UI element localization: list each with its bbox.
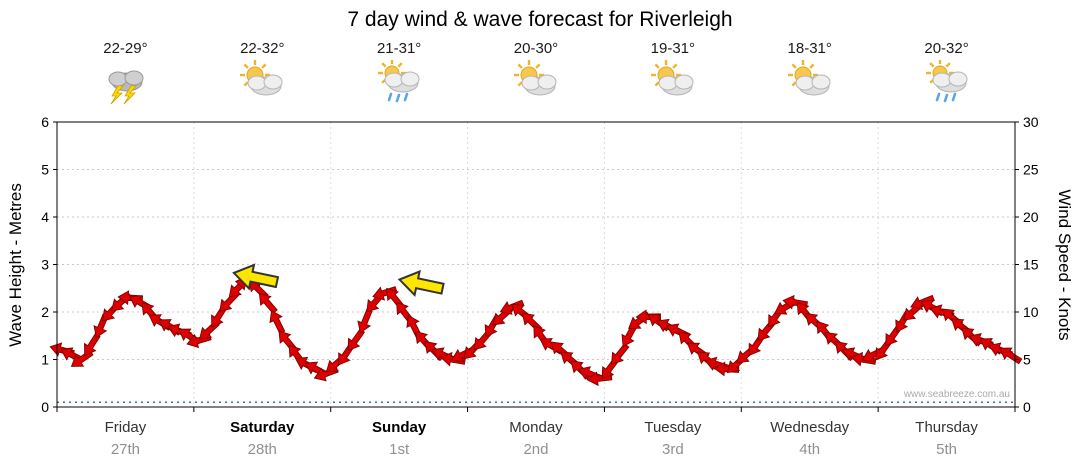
y-axis-left-tick: 4 — [41, 209, 49, 225]
partly-cloudy-weather-icon — [240, 60, 283, 96]
day-label: Monday 2nd — [468, 419, 605, 458]
y-axis-right-tick: 10 — [1023, 304, 1039, 320]
wind-arrow-marker — [999, 347, 1023, 365]
partly-cloudy-weather-icon — [513, 60, 557, 96]
weather-icon-slot — [375, 59, 423, 104]
day-name: Wednesday — [770, 419, 850, 436]
weather-icon-slot — [512, 60, 560, 104]
day-name: Friday — [104, 419, 147, 436]
day-temperature-range: 19-31° — [650, 40, 696, 57]
day-header: 20-32° — [878, 40, 1015, 109]
day-date: 28th — [247, 441, 277, 458]
weather-icon-slot — [101, 60, 149, 105]
day-temperature-range: 20-32° — [924, 40, 969, 57]
y-axis-right-tick: 5 — [1023, 352, 1031, 368]
day-date: 2nd — [523, 441, 549, 458]
y-axis-left-tick: 5 — [41, 162, 49, 178]
day-header: 22-29° — [57, 40, 194, 109]
day-date: 1st — [389, 441, 410, 458]
weather-icon-slot — [649, 60, 697, 104]
day-name: Tuesday — [644, 419, 702, 436]
yellow-arrow-annotation — [397, 269, 445, 298]
day-header: 19-31° — [604, 40, 741, 109]
day-temperature-range: 18-31° — [787, 40, 832, 57]
showers-weather-icon — [378, 59, 420, 103]
y-axis-right-tick: 15 — [1023, 257, 1039, 273]
day-header: 18-31° — [741, 40, 878, 109]
y-axis-left-tick: 0 — [41, 399, 49, 415]
day-header: 22-32° — [194, 40, 331, 109]
partly-cloudy-weather-icon — [650, 60, 694, 96]
y-axis-right-tick: 25 — [1023, 162, 1039, 178]
wind-arrow-marker — [499, 299, 525, 315]
day-date: 3rd — [662, 441, 684, 458]
day-name: Saturday — [230, 419, 295, 436]
day-label: Wednesday 4th — [741, 419, 878, 458]
weather-icon-slot — [923, 59, 971, 104]
day-label: Sunday 1st — [331, 419, 468, 458]
yellow-arrow-annotation — [232, 263, 280, 291]
y-axis-left-tick: 1 — [41, 352, 49, 368]
day-name: Monday — [509, 419, 563, 436]
day-name: Thursday — [915, 419, 978, 436]
weather-icon-slot — [786, 60, 834, 104]
storm-weather-icon — [108, 70, 144, 105]
day-temperature-range: 21-31° — [376, 40, 422, 57]
day-label: Thursday 5th — [878, 419, 1015, 458]
y-axis-right-tick: 30 — [1023, 114, 1039, 130]
chart-title: 7 day wind & wave forecast for Riverleig… — [347, 8, 733, 31]
day-temperature-range: 22-32° — [240, 40, 285, 57]
day-header: 21-31° — [331, 40, 468, 109]
y-axis-left-tick: 3 — [41, 257, 49, 273]
day-date: 4th — [799, 441, 821, 458]
day-label: Saturday 28th — [194, 419, 331, 458]
day-label: Friday 27th — [57, 419, 194, 458]
day-date: 27th — [110, 441, 141, 458]
y-axis-left-tick: 6 — [41, 114, 49, 130]
day-label: Tuesday 3rd — [604, 419, 741, 458]
wind-arrow-marker — [347, 328, 366, 351]
wind-arrow-marker — [258, 292, 278, 315]
y-axis-right-tick: 0 — [1023, 399, 1031, 415]
day-temperature-range: 22-29° — [103, 40, 148, 57]
y-axis-right-tick: 20 — [1023, 209, 1039, 225]
watermark: www.seabreeze.com.au — [903, 389, 1010, 400]
partly-cloudy-weather-icon — [787, 60, 831, 96]
day-header: 20-30° — [468, 40, 605, 109]
weather-icon-slot — [238, 60, 286, 104]
wind-arrow-marker — [635, 309, 661, 325]
day-temperature-range: 20-30° — [513, 40, 559, 57]
showers-weather-icon — [925, 59, 968, 103]
y-axis-left-tick: 2 — [41, 304, 49, 320]
day-date: 5th — [936, 441, 957, 458]
wind-arrow-marker — [83, 333, 101, 357]
day-name: Sunday — [372, 419, 427, 436]
wind-arrow-marker — [269, 309, 286, 335]
wind-arrow-marker — [357, 308, 373, 334]
